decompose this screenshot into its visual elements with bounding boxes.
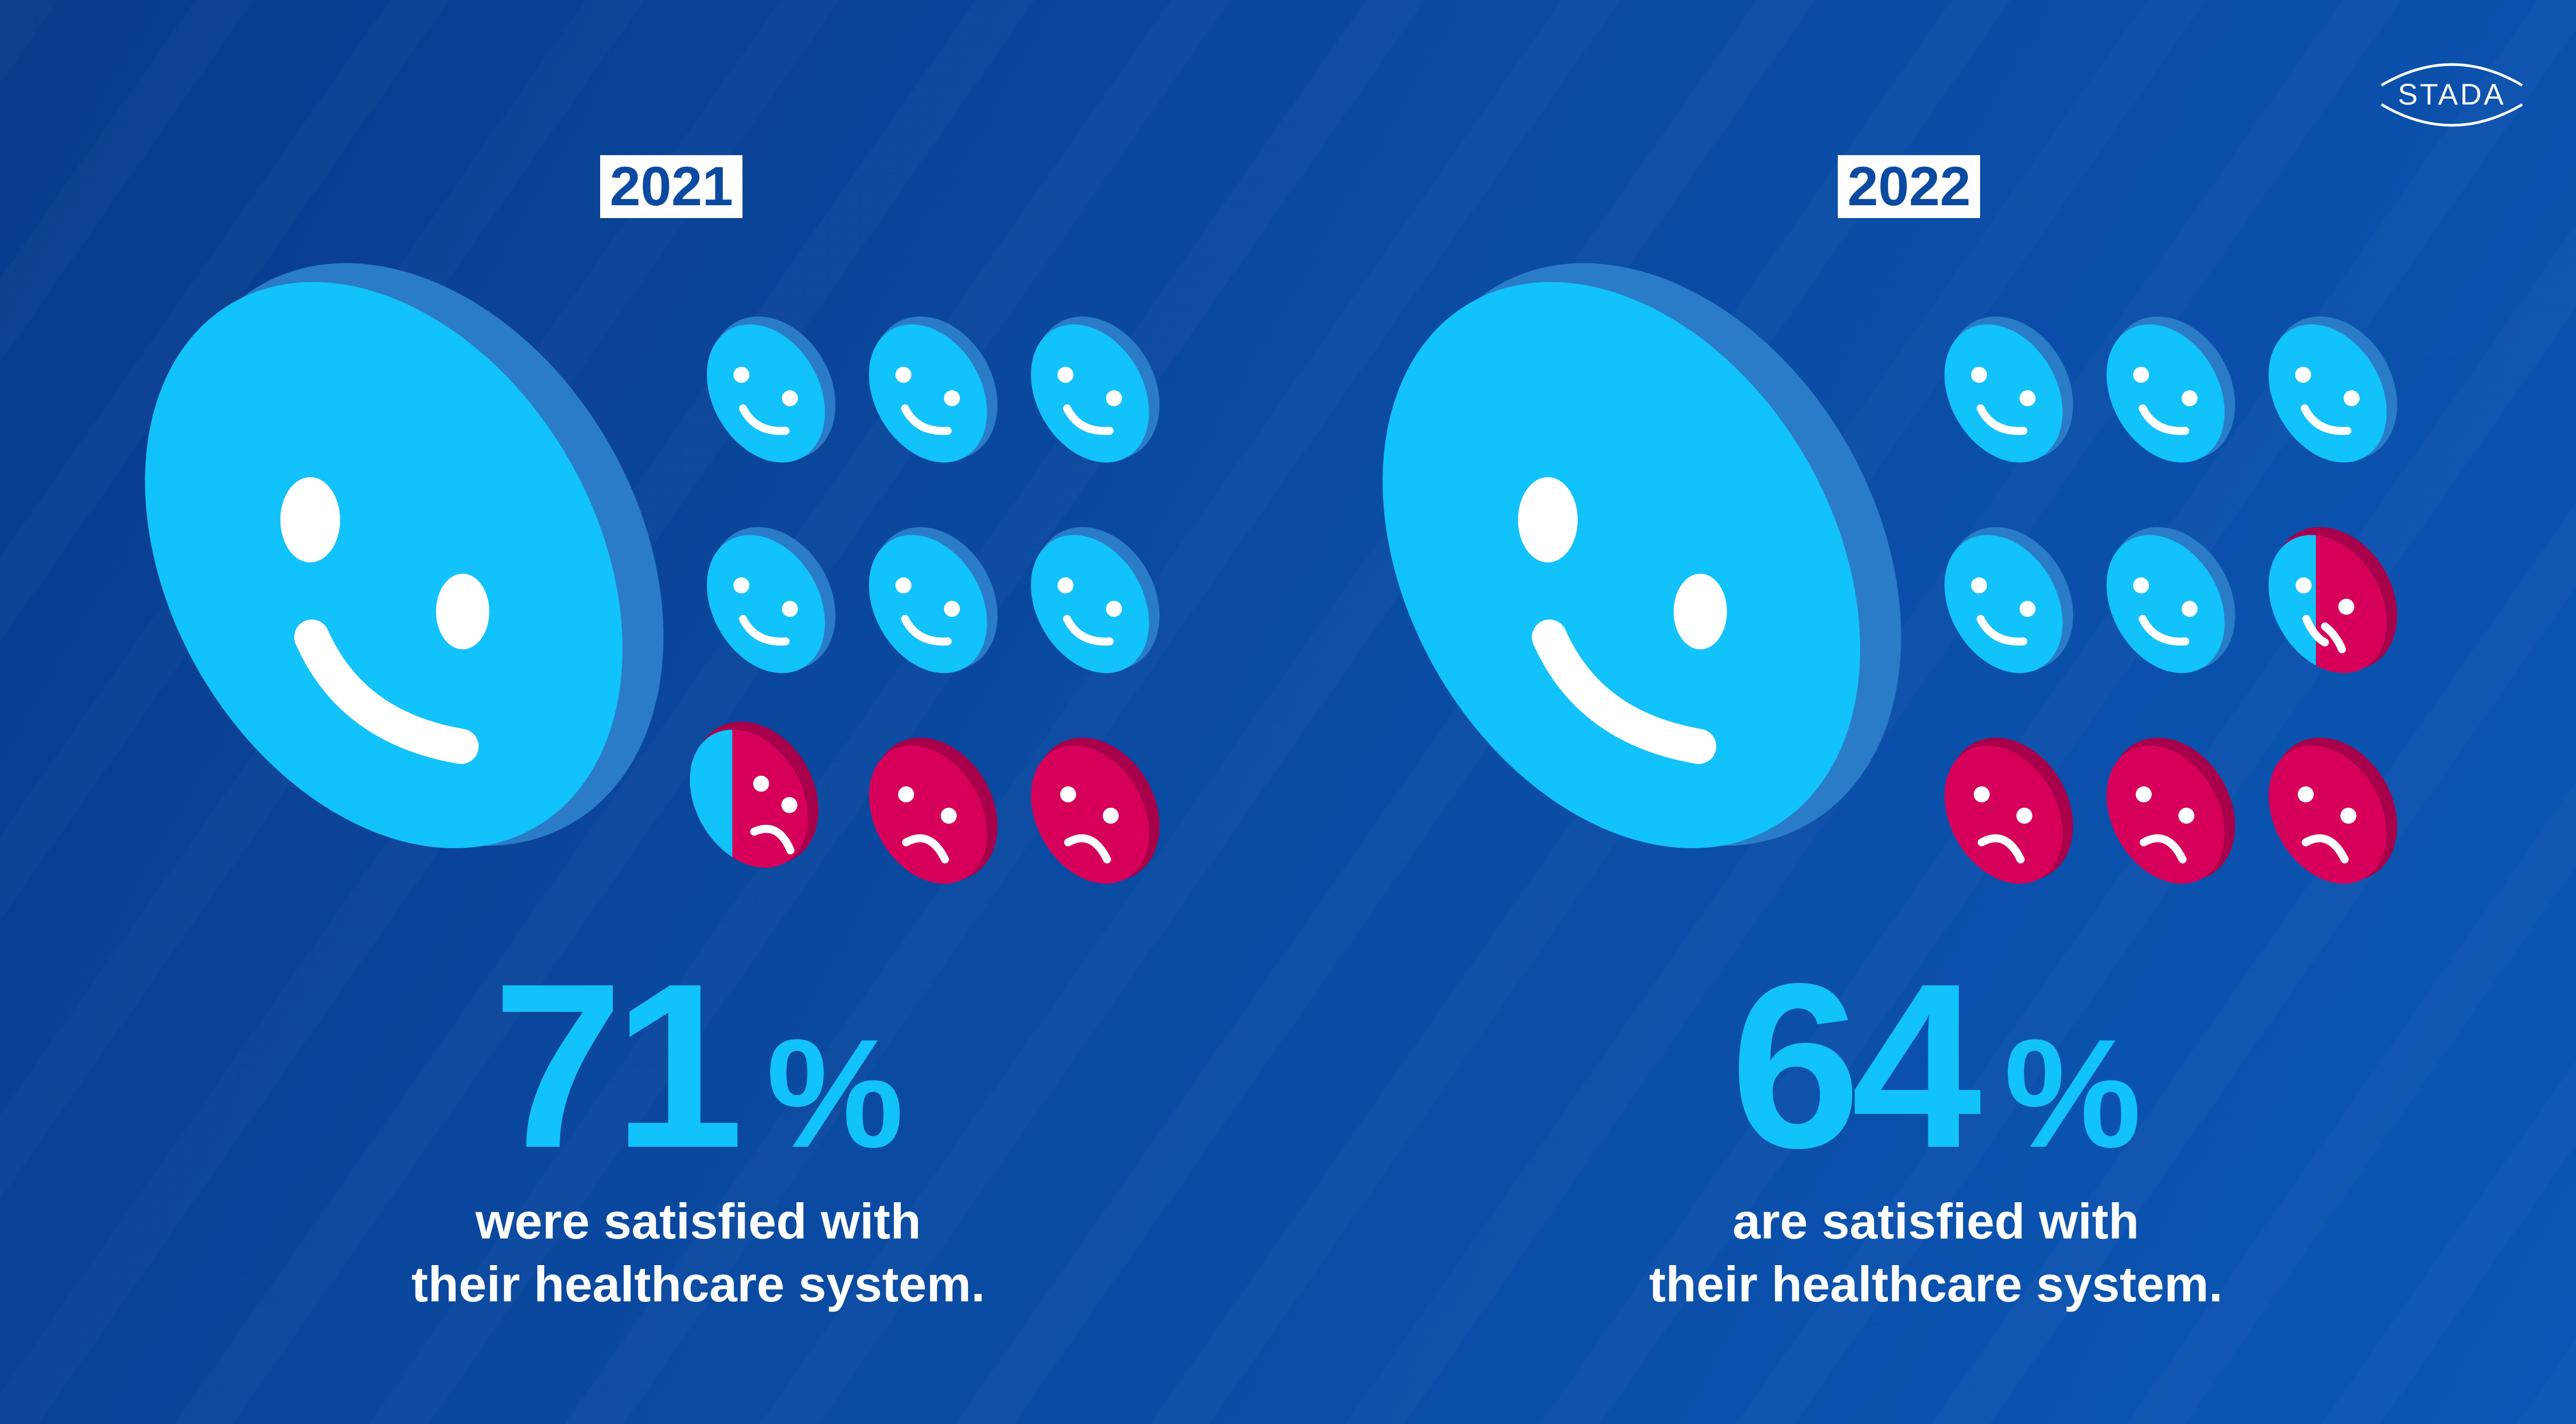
happy-face-icon [869, 316, 998, 463]
caption-line-1: were satisfied with [475, 1193, 921, 1249]
logo-text: STADA [2397, 77, 2506, 111]
panel-2021: 2021 [145, 155, 1160, 1312]
sad-face-icon [1031, 737, 1160, 884]
logo-arcs-icon [2380, 63, 2523, 127]
stat-unit: % [766, 1007, 904, 1180]
happy-face-icon [1031, 527, 1160, 673]
happy-face-icon [869, 527, 998, 673]
stat-value: 71 [492, 935, 744, 1197]
happy-face-icon [1031, 316, 1160, 463]
sad-face-icon [1944, 737, 2073, 884]
panel-2022: 2022 [1238, 0, 2525, 1424]
happy-face-icon [707, 527, 836, 673]
stat-value: 64 [1730, 935, 1981, 1197]
faces-illustration [1383, 263, 2411, 884]
happy-face-icon [707, 316, 836, 463]
sad-face-icon [869, 737, 998, 884]
big-smiley-face-icon [1383, 263, 1901, 849]
caption-line-1: are satisfied with [1732, 1193, 2139, 1249]
stada-logo: STADA [2372, 47, 2532, 143]
faces-illustration [145, 263, 1160, 885]
mostly-sad-face-icon [688, 714, 819, 885]
stat-unit: % [2004, 1007, 2142, 1180]
caption-line-2: their healthcare system. [1649, 1256, 2223, 1312]
happy-face-icon [2268, 316, 2397, 463]
caption-line-2: their healthcare system. [411, 1256, 986, 1312]
happy-face-icon [1944, 527, 2073, 673]
year-badge: 2022 [1838, 155, 1981, 218]
big-smiley-face-icon [145, 263, 664, 849]
half-happy-half-sad-face-icon [2268, 522, 2411, 693]
happy-face-icon [1944, 316, 2073, 463]
happy-face-icon [2106, 527, 2235, 673]
sad-face-icon [2268, 737, 2397, 884]
happy-face-icon [2106, 316, 2235, 463]
stat-figure: 71% [330, 949, 1066, 1184]
stat-figure: 64% [1568, 949, 2304, 1184]
year-badge: 2021 [600, 155, 743, 218]
sad-face-icon [2106, 737, 2235, 884]
